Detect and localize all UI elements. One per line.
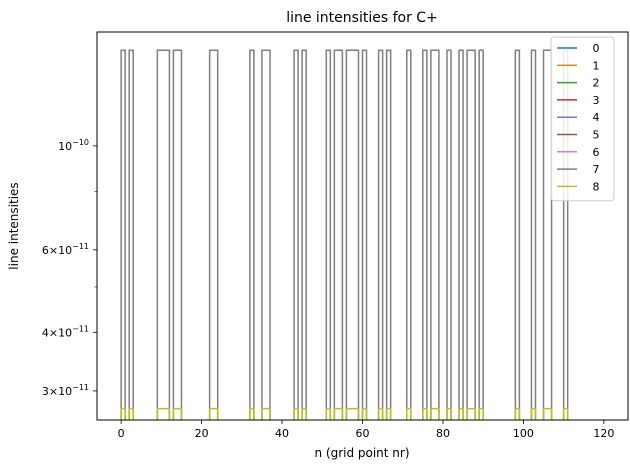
x-tick-label: 40: [275, 427, 289, 440]
y-tick-label: 6×10−11: [42, 242, 89, 257]
x-tick-label: 0: [118, 427, 125, 440]
y-axis: 10−10 6×10−11 4×10−11 3×10−11: [42, 138, 97, 398]
legend: 0 1 2 3 4 5 6 7 8: [550, 36, 615, 202]
series-lines: [120, 49, 569, 420]
series-line-8: [120, 407, 569, 420]
legend-label-5: 5: [593, 129, 600, 142]
x-tick-label: 80: [436, 427, 450, 440]
legend-box: [550, 36, 615, 202]
legend-label-1: 1: [593, 59, 600, 72]
chart-title: line intensities for C+: [286, 10, 438, 26]
x-tick-label: 100: [513, 427, 534, 440]
x-axis-label: n (grid point nr): [314, 446, 409, 460]
legend-label-3: 3: [593, 94, 600, 107]
legend-label-6: 6: [593, 146, 600, 159]
x-tick-label: 120: [593, 427, 614, 440]
x-tick-label: 20: [195, 427, 209, 440]
x-axis: 0 20 40 60 80 100 120: [118, 420, 614, 440]
legend-label-7: 7: [593, 163, 600, 176]
y-tick-label: 10−10: [58, 138, 89, 153]
y-axis-label: line intensities: [7, 182, 21, 269]
x-tick-label: 60: [356, 427, 370, 440]
legend-label-2: 2: [593, 77, 600, 90]
y-tick-label: 3×10−11: [42, 383, 89, 398]
legend-label-4: 4: [593, 111, 600, 124]
y-tick-label: 4×10−11: [42, 324, 89, 339]
legend-label-8: 8: [593, 180, 600, 193]
series-line-7: [120, 49, 569, 420]
legend-label-0: 0: [593, 42, 600, 55]
